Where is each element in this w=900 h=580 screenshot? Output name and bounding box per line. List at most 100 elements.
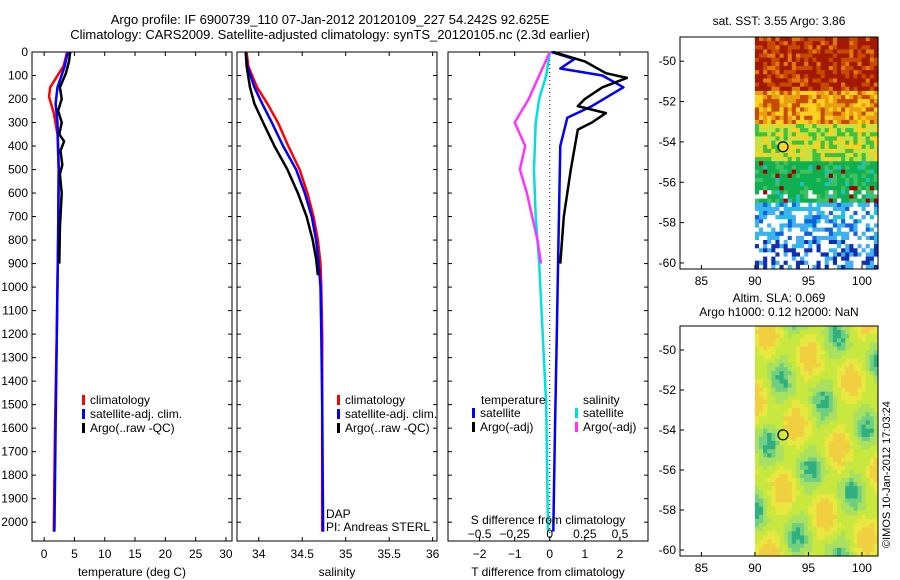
sst_map-cell [808, 169, 813, 175]
sla_map-cell [857, 432, 863, 438]
sla_map-cell [763, 457, 768, 463]
sla_map-cell [869, 527, 875, 532]
sst_map-cell [783, 161, 789, 166]
sst_map-cell [824, 37, 830, 42]
sst_map-cell [832, 231, 838, 237]
sst_map-cell [812, 61, 818, 67]
sla_map-cell [845, 441, 850, 446]
sla_map-cell [841, 519, 846, 524]
sst_map-cell [832, 244, 838, 249]
sst_map-cell [804, 86, 809, 92]
sla_map-cell [816, 543, 822, 549]
sla_map-cell [804, 404, 809, 409]
sst_map-cell [873, 148, 879, 154]
sst_map-cell [869, 173, 875, 179]
sla_map-cell [787, 416, 793, 422]
sla_map-cell [828, 449, 834, 454]
sla_map-cell [791, 428, 797, 434]
sst_map-cell [808, 148, 813, 154]
sla_map-cell [857, 399, 863, 405]
sst_map-cell [759, 53, 764, 59]
sla_map-cell [791, 338, 797, 343]
sla_map-cell [804, 379, 809, 385]
sla_map-cell [820, 342, 826, 348]
sla_map-cell [767, 436, 772, 442]
sst_map-cell [754, 256, 760, 262]
sst_map-cell [857, 173, 863, 179]
sst_map-cell [853, 252, 859, 258]
sla_map-cell [853, 346, 859, 352]
sst_map-cell [779, 95, 785, 100]
sst_map-cell [820, 78, 826, 84]
sst_map-cell [808, 219, 813, 224]
sst_map-cell [865, 235, 871, 241]
sst_map-cell [816, 95, 822, 100]
sst_map-cell [861, 78, 867, 84]
sst_map-cell [783, 206, 789, 212]
sst_map-cell [787, 202, 793, 208]
sla_map-cell [857, 354, 863, 360]
sst_map-cell [816, 252, 822, 258]
sla_map-cell [853, 436, 859, 442]
sst_map-cell [787, 177, 793, 183]
sla_map-cell [841, 387, 846, 393]
sst_map-cell [824, 111, 830, 117]
sla_map-cell [816, 416, 822, 422]
sla_map-cell [865, 391, 871, 397]
sst_map-cell [771, 198, 776, 204]
sst_map-cell [869, 115, 875, 121]
sla_map-cell [841, 408, 846, 413]
sst_map-cell [869, 169, 875, 175]
sla_map-cell [800, 375, 805, 380]
sla_map-cell [763, 379, 768, 385]
sst_map-cell [841, 165, 846, 171]
sst_map-cell [853, 260, 859, 266]
sla_map-cell [837, 428, 842, 434]
sla_map-cell [791, 453, 797, 458]
diff-xtick-label: 1 [581, 547, 588, 561]
sst_map-cell [804, 140, 809, 146]
sst_map-cell [791, 190, 797, 195]
sla_map-cell [800, 461, 805, 467]
sst_map-cell [763, 161, 768, 166]
sla_map-cell [832, 547, 838, 553]
sst_map-cell [873, 260, 879, 266]
sla_map-cell [800, 367, 805, 372]
sla_map-cell [853, 363, 859, 368]
sst_map-cell [767, 140, 772, 146]
sla_map-cell [824, 379, 830, 385]
sla_map-cell [787, 379, 793, 385]
sst_map-cell [754, 161, 760, 166]
sst_map-cell [849, 235, 854, 241]
sla_map-cell [804, 354, 809, 360]
sst_map-cell [771, 227, 776, 233]
sst_map-cell [795, 153, 801, 158]
sla_map-cell [791, 478, 797, 483]
sla_map-cell [763, 510, 768, 516]
sla_map-cell [812, 432, 818, 438]
sla_map-ytick-label: -54 [659, 423, 677, 437]
sst_map-cell [828, 157, 834, 162]
sst_map-cell [861, 186, 867, 191]
sla_map-cell [845, 424, 850, 430]
sla_map-cell [804, 350, 809, 356]
sla_map-cell [795, 436, 801, 442]
temp-ytick-label: 1200 [1, 327, 28, 341]
sst_map-cell [763, 132, 768, 137]
sst_map-cell [832, 82, 838, 88]
sla_map-cell [849, 523, 854, 528]
sst_map-cell [804, 90, 809, 96]
sla_map-cell [759, 408, 764, 413]
sst_map-cell [800, 157, 805, 162]
sla_map-cell [754, 543, 760, 549]
sst_map-cell [804, 136, 809, 142]
sst_map-cell [832, 41, 838, 46]
sla_map-cell [804, 358, 809, 364]
sla_map-cell [791, 391, 797, 397]
diff-frame [447, 51, 649, 542]
sla_map-cell [795, 514, 801, 520]
sla_map-cell [861, 408, 867, 413]
sla_map-cell [857, 461, 863, 467]
sla_map-cell [869, 412, 875, 417]
sla_map-cell [771, 445, 776, 450]
